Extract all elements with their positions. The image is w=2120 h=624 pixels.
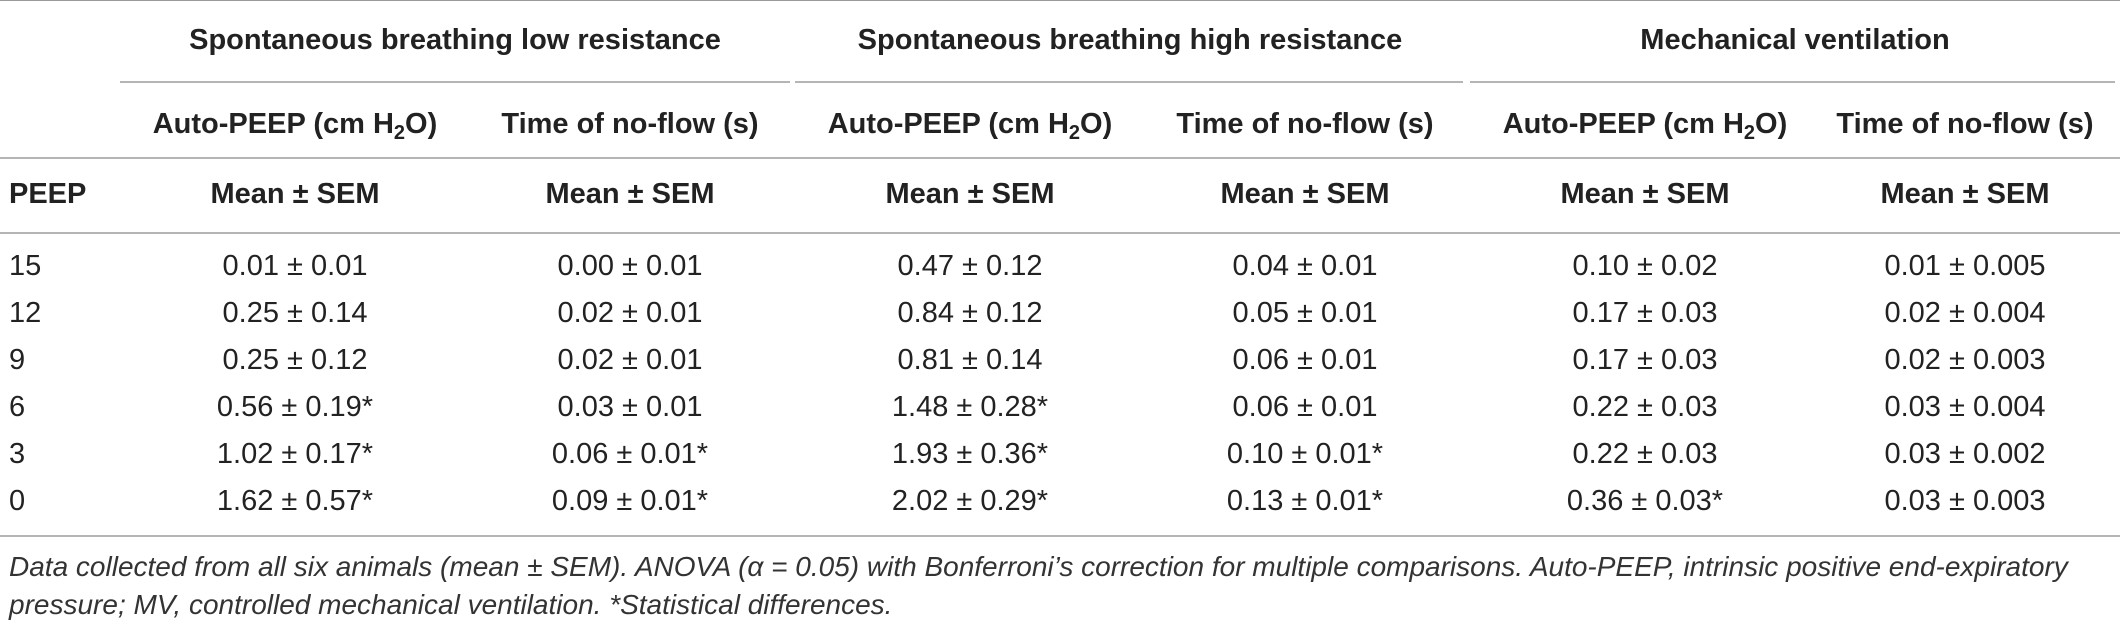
data-cell: 0.03 ± 0.01	[557, 391, 703, 423]
data-cell: 0.06 ± 0.01*	[551, 438, 709, 470]
row-peep: 0	[9, 485, 26, 517]
data-cell: 0.09 ± 0.01*	[551, 485, 709, 517]
col-header-no-flow: Time of no-flow (s)	[501, 108, 759, 140]
stat-label: Mean ± SEM	[210, 178, 380, 210]
row-header-peep: PEEP	[9, 178, 87, 210]
table-footnote: Data collected from all six animals (mea…	[9, 551, 2068, 620]
data-cell: 0.25 ± 0.14	[222, 297, 368, 329]
stat-label: Mean ± SEM	[545, 178, 715, 210]
data-cell: 0.00 ± 0.01	[557, 250, 703, 282]
data-cell: 0.10 ± 0.02	[1572, 250, 1718, 282]
data-cell: 0.01 ± 0.005	[1884, 250, 2046, 282]
data-cell: 0.06 ± 0.01	[1232, 344, 1378, 376]
data-cell: 0.25 ± 0.12	[222, 344, 368, 376]
row-peep: 3	[9, 438, 26, 470]
stat-label: Mean ± SEM	[885, 178, 1055, 210]
col-header-auto-peep: Auto-PEEP (cm H2O)	[152, 108, 438, 144]
col-header-no-flow: Time of no-flow (s)	[1176, 108, 1434, 140]
data-cell: 0.02 ± 0.01	[557, 344, 703, 376]
bottom-rule	[0, 535, 2120, 537]
data-cell: 0.02 ± 0.003	[1884, 344, 2046, 376]
data-cell: 1.02 ± 0.17*	[216, 438, 374, 470]
col-header-auto-peep: Auto-PEEP (cm H2O)	[827, 108, 1113, 144]
data-cell: 0.01 ± 0.01	[222, 250, 368, 282]
row-peep: 15	[9, 250, 42, 282]
data-cell: 0.13 ± 0.01*	[1226, 485, 1384, 517]
group-header-mechanical-ventilation: Mechanical ventilation	[1640, 24, 1950, 56]
stat-label: Mean ± SEM	[1220, 178, 1390, 210]
col-header-no-flow: Time of no-flow (s)	[1836, 108, 2094, 140]
data-cell: 0.22 ± 0.03	[1572, 391, 1718, 423]
data-cell: 0.47 ± 0.12	[897, 250, 1043, 282]
data-cell: 2.02 ± 0.29*	[891, 485, 1049, 517]
stat-rule	[0, 232, 2120, 234]
stat-label: Mean ± SEM	[1560, 178, 1730, 210]
data-cell: 0.06 ± 0.01	[1232, 391, 1378, 423]
data-cell: 0.10 ± 0.01*	[1226, 438, 1384, 470]
data-cell: 0.04 ± 0.01	[1232, 250, 1378, 282]
data-cell: 0.02 ± 0.01	[557, 297, 703, 329]
group-rule-2	[795, 81, 1463, 83]
data-cell: 0.03 ± 0.002	[1884, 438, 2046, 470]
group-header-high-resistance: Spontaneous breathing high resistance	[857, 24, 1403, 56]
data-cell: 0.17 ± 0.03	[1572, 344, 1718, 376]
data-cell: 0.36 ± 0.03*	[1566, 485, 1724, 517]
group-rule-1	[120, 81, 790, 83]
data-cell: 0.56 ± 0.19*	[216, 391, 374, 423]
data-cell: 1.93 ± 0.36*	[891, 438, 1049, 470]
data-cell: 1.48 ± 0.28*	[891, 391, 1049, 423]
row-peep: 12	[9, 297, 42, 329]
data-cell: 0.22 ± 0.03	[1572, 438, 1718, 470]
group-header-low-resistance: Spontaneous breathing low resistance	[189, 24, 721, 56]
data-cell: 0.02 ± 0.004	[1884, 297, 2046, 329]
col-header-auto-peep: Auto-PEEP (cm H2O)	[1502, 108, 1788, 144]
data-cell: 0.03 ± 0.003	[1884, 485, 2046, 517]
data-cell: 0.05 ± 0.01	[1232, 297, 1378, 329]
group-rule-3	[1470, 81, 2115, 83]
stat-label: Mean ± SEM	[1880, 178, 2050, 210]
data-cell: 0.81 ± 0.14	[897, 344, 1043, 376]
row-peep: 6	[9, 391, 26, 423]
data-cell: 1.62 ± 0.57*	[216, 485, 374, 517]
data-cell: 0.03 ± 0.004	[1884, 391, 2046, 423]
header-rule	[0, 157, 2120, 159]
row-peep: 9	[9, 344, 26, 376]
top-border	[0, 0, 2120, 1]
data-cell: 0.17 ± 0.03	[1572, 297, 1718, 329]
data-cell: 0.84 ± 0.12	[897, 297, 1043, 329]
